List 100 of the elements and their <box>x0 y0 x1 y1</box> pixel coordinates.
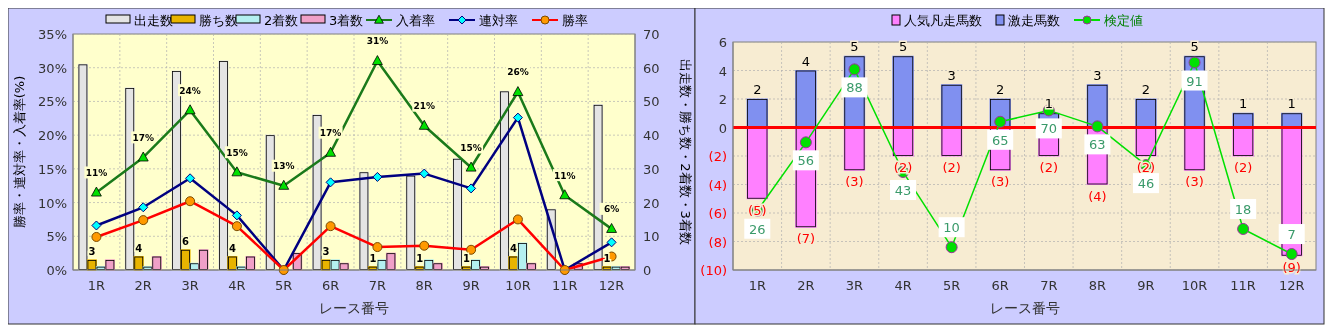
legend-label: 人気凡走馬数 <box>904 13 982 28</box>
data-label: 91 <box>1186 73 1203 89</box>
legend-label: 検定値 <box>1104 13 1143 28</box>
x-tick-label: 7R <box>1040 278 1058 293</box>
legend-label: 勝率 <box>562 13 588 28</box>
x-tick-label: 4R <box>228 278 246 293</box>
data-label: 15% <box>226 147 248 158</box>
data-label: 4 <box>801 53 811 69</box>
x-tick-label: 12R <box>1278 278 1305 293</box>
y-tick-label: 35% <box>38 27 67 42</box>
x-tick-label: 9R <box>462 278 480 293</box>
y-tick-label: 5% <box>46 229 67 245</box>
data-label: 4 <box>135 242 143 254</box>
data-label: (3) <box>1185 174 1204 190</box>
y2-tick-label: 30 <box>643 161 660 177</box>
data-label: 46 <box>1137 176 1155 192</box>
x-tick-label: 5R <box>942 278 961 293</box>
data-label: 2 <box>996 82 1005 97</box>
x-tick-label: 6R <box>321 278 340 293</box>
data-label: 10 <box>943 220 960 236</box>
data-label: 1 <box>1287 96 1296 112</box>
data-label: 26% <box>507 67 529 78</box>
y2-tick-label: 60 <box>643 60 660 76</box>
data-label: 13% <box>272 161 295 172</box>
x-tick-label: 3R <box>181 278 199 293</box>
data-label: (2) <box>1039 160 1058 175</box>
y-tick-label: 10% <box>38 195 67 211</box>
x-tick-label: 9R <box>1137 278 1155 293</box>
x-tick-label: 5R <box>275 278 293 293</box>
x-tick-label: 10R <box>505 278 531 293</box>
data-label: (3) <box>845 174 864 190</box>
x-tick-label: 11R <box>551 278 578 293</box>
data-label: 3 <box>947 67 956 83</box>
data-label: 1 <box>369 252 377 264</box>
data-label: 3 <box>322 245 330 257</box>
data-label: 21% <box>413 101 436 112</box>
data-label: 6 <box>182 235 190 247</box>
data-label: 17% <box>132 132 155 143</box>
y2-axis-title: 出走数・勝ち数・2着数・3着数 <box>678 59 693 245</box>
y-tick-label: 20% <box>38 128 67 144</box>
data-label: 4 <box>509 242 517 254</box>
data-label: 4 <box>228 242 236 254</box>
data-label: 2 <box>753 82 762 97</box>
data-label: 1 <box>463 252 471 264</box>
y2-tick-label: 70 <box>643 27 660 42</box>
data-label: 11% <box>85 167 108 178</box>
legend-label: 連対率 <box>479 13 518 28</box>
y-tick-label: 6 <box>718 35 727 50</box>
y-tick-label: (8) <box>708 234 727 250</box>
y-tick-label: 25% <box>38 94 67 110</box>
data-label: 24% <box>179 85 201 96</box>
x-axis-title: レース番号 <box>989 300 1060 316</box>
data-label: (3) <box>991 174 1010 190</box>
y-tick-label: (6) <box>708 206 727 221</box>
data-label: 1 <box>416 252 424 264</box>
data-label: 3 <box>1093 67 1102 83</box>
data-label: (9) <box>1282 259 1301 275</box>
x-tick-label: 6R <box>991 278 1009 293</box>
legend-label: 勝ち数 <box>199 13 238 28</box>
data-label: 11% <box>553 170 576 181</box>
data-label: 3 <box>88 245 96 257</box>
legend-label: 2着数 <box>264 13 299 28</box>
y2-tick-label: 40 <box>643 128 660 144</box>
data-label: 7 <box>1287 227 1296 243</box>
y-tick-label: 30% <box>38 60 67 76</box>
data-label: 5 <box>1190 39 1199 55</box>
y2-tick-label: 10 <box>643 229 660 245</box>
data-label: 5 <box>850 39 859 55</box>
data-label: 2 <box>1141 82 1151 97</box>
data-label: (2) <box>942 160 961 175</box>
data-label: 31% <box>366 36 389 47</box>
y-tick-label: (2) <box>708 149 727 164</box>
data-label: 88 <box>846 80 863 96</box>
data-label: 63 <box>1089 137 1106 153</box>
data-label: 17% <box>319 128 342 139</box>
x-tick-label: 1R <box>87 278 106 293</box>
x-tick-label: 1R <box>748 278 766 293</box>
x-axis-title: レース番号 <box>319 300 389 316</box>
y-tick-label: 2 <box>718 92 727 107</box>
x-tick-label: 8R <box>415 278 433 293</box>
y-tick-label: (10) <box>700 263 727 278</box>
x-tick-label: 10R <box>1181 278 1208 293</box>
x-tick-label: 12R <box>598 278 625 293</box>
x-tick-label: 4R <box>894 278 912 293</box>
data-label: 15% <box>460 143 482 154</box>
x-tick-label: 2R <box>134 278 152 293</box>
y2-tick-label: 20 <box>643 195 660 211</box>
y-tick-label: 15% <box>38 161 67 177</box>
y-tick-label: 0% <box>46 263 67 278</box>
data-label: 65 <box>991 132 1009 148</box>
data-label: (2) <box>1233 160 1253 175</box>
y2-tick-label: 50 <box>643 94 660 110</box>
x-tick-label: 3R <box>845 278 864 293</box>
legend-label: 出走数 <box>134 13 173 28</box>
data-label: 1 <box>1238 96 1248 112</box>
data-label: 6% <box>603 204 620 215</box>
y-tick-label: 4 <box>718 63 727 79</box>
data-label: 5 <box>898 39 908 55</box>
x-tick-label: 8R <box>1088 278 1107 293</box>
y-axis-title: 勝率・連対率・入着率(%) <box>12 75 27 229</box>
